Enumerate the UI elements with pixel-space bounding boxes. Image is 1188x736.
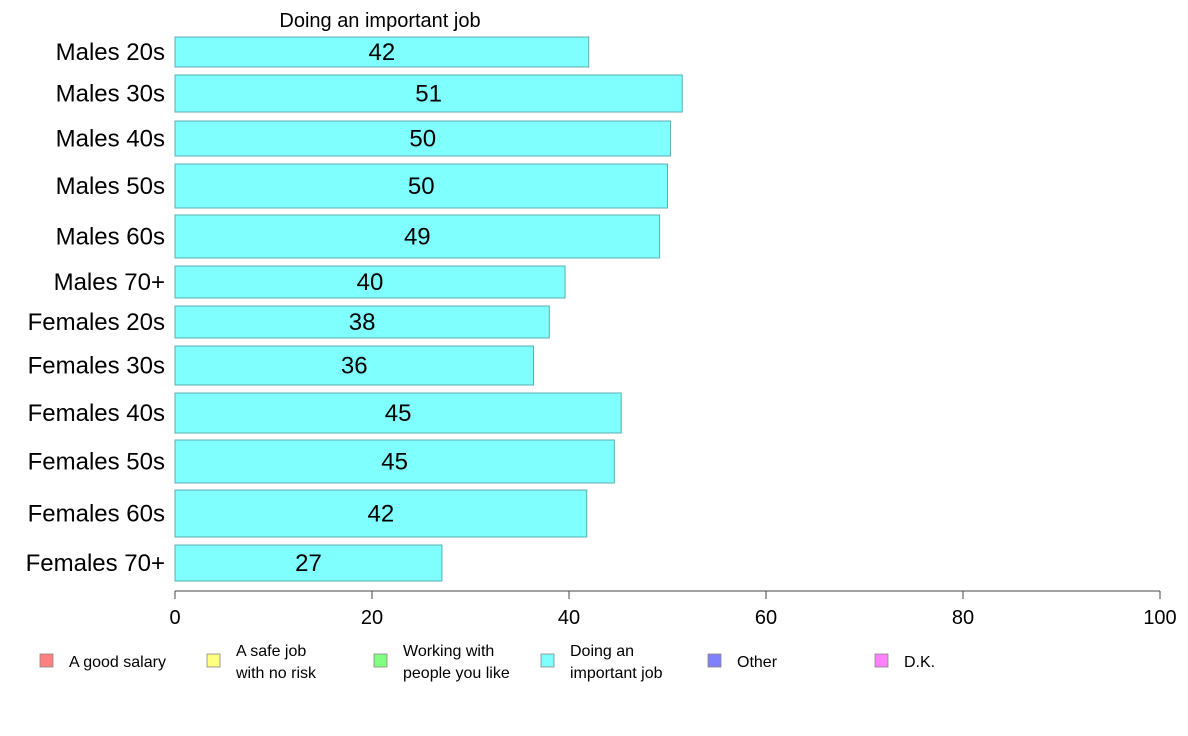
category-label: Males 20s xyxy=(56,39,165,66)
category-label: Females 40s xyxy=(28,400,165,427)
category-label: Females 20s xyxy=(28,309,165,336)
category-label: Males 40s xyxy=(56,126,165,153)
bar xyxy=(174,305,550,339)
bar xyxy=(174,439,615,484)
bar xyxy=(174,392,622,434)
legend-swatch xyxy=(206,653,221,668)
bar-value-label: 49 xyxy=(404,224,431,251)
legend-item: Working with people you like xyxy=(373,643,510,682)
legend-item: A safe job with no risk xyxy=(206,643,317,682)
legend-item: D.K. xyxy=(874,653,935,671)
category-label: Females 50s xyxy=(28,449,165,476)
category-label: Males 70+ xyxy=(54,269,165,296)
bar xyxy=(174,489,588,538)
bar-value-label: 42 xyxy=(368,501,395,528)
bar-value-label: 36 xyxy=(341,353,368,380)
legend-item: Doing an important job xyxy=(540,643,663,682)
x-tick-label: 60 xyxy=(755,607,777,629)
bar xyxy=(174,544,443,582)
bar-value-label: 42 xyxy=(368,39,395,66)
bar xyxy=(174,36,590,68)
bar xyxy=(174,265,566,299)
legend-label: important job xyxy=(570,665,663,682)
legend-swatch xyxy=(373,653,388,668)
legend-item: A good salary xyxy=(39,653,166,671)
category-label: Males 60s xyxy=(56,224,165,251)
x-tick-label: 80 xyxy=(952,607,974,629)
bar xyxy=(174,74,683,113)
x-tick-label: 20 xyxy=(361,607,383,629)
category-label: Males 30s xyxy=(56,81,165,108)
legend-label: D.K. xyxy=(904,654,935,671)
legend: A good salary A safe job with no risk Worki… xyxy=(39,643,935,682)
legend-label: A good salary xyxy=(69,654,166,671)
bar xyxy=(174,120,671,157)
x-tick-label: 100 xyxy=(1143,607,1176,629)
legend-label: people you like xyxy=(403,665,510,682)
legend-swatch xyxy=(874,653,889,668)
bar-value-label: 38 xyxy=(349,309,376,336)
bars-group: Males 20s 42 Males 30s 51 Males 40s 50 Males 5… xyxy=(26,36,683,582)
legend-swatch xyxy=(707,653,722,668)
bar-value-label: 50 xyxy=(409,126,436,153)
legend-label: Working with xyxy=(403,643,494,660)
bar xyxy=(174,163,668,209)
category-label: Males 50s xyxy=(56,173,165,200)
legend-label: Doing an xyxy=(570,643,634,660)
legend-label: A safe job xyxy=(236,643,306,660)
legend-label: Other xyxy=(737,654,778,671)
category-label: Females 60s xyxy=(28,501,165,528)
legend-swatch xyxy=(39,653,54,668)
bar xyxy=(174,214,661,259)
legend-item: Other xyxy=(707,653,778,671)
x-tick-label: 40 xyxy=(558,607,580,629)
legend-label: with no risk xyxy=(235,665,317,682)
category-label: Females 30s xyxy=(28,353,165,380)
bar-value-label: 45 xyxy=(381,449,408,476)
bar-value-label: 51 xyxy=(415,81,442,108)
bar-value-label: 27 xyxy=(295,550,322,577)
x-axis: 0 20 40 60 80 100 xyxy=(169,590,1177,629)
bar-value-label: 40 xyxy=(357,269,384,296)
bar xyxy=(174,345,535,386)
category-label: Females 70+ xyxy=(26,550,165,577)
bar-value-label: 45 xyxy=(385,400,412,427)
x-tick-label: 0 xyxy=(169,607,180,629)
legend-swatch xyxy=(540,653,555,668)
bar-value-label: 50 xyxy=(408,173,435,200)
chart-title: Doing an important job xyxy=(279,10,480,32)
